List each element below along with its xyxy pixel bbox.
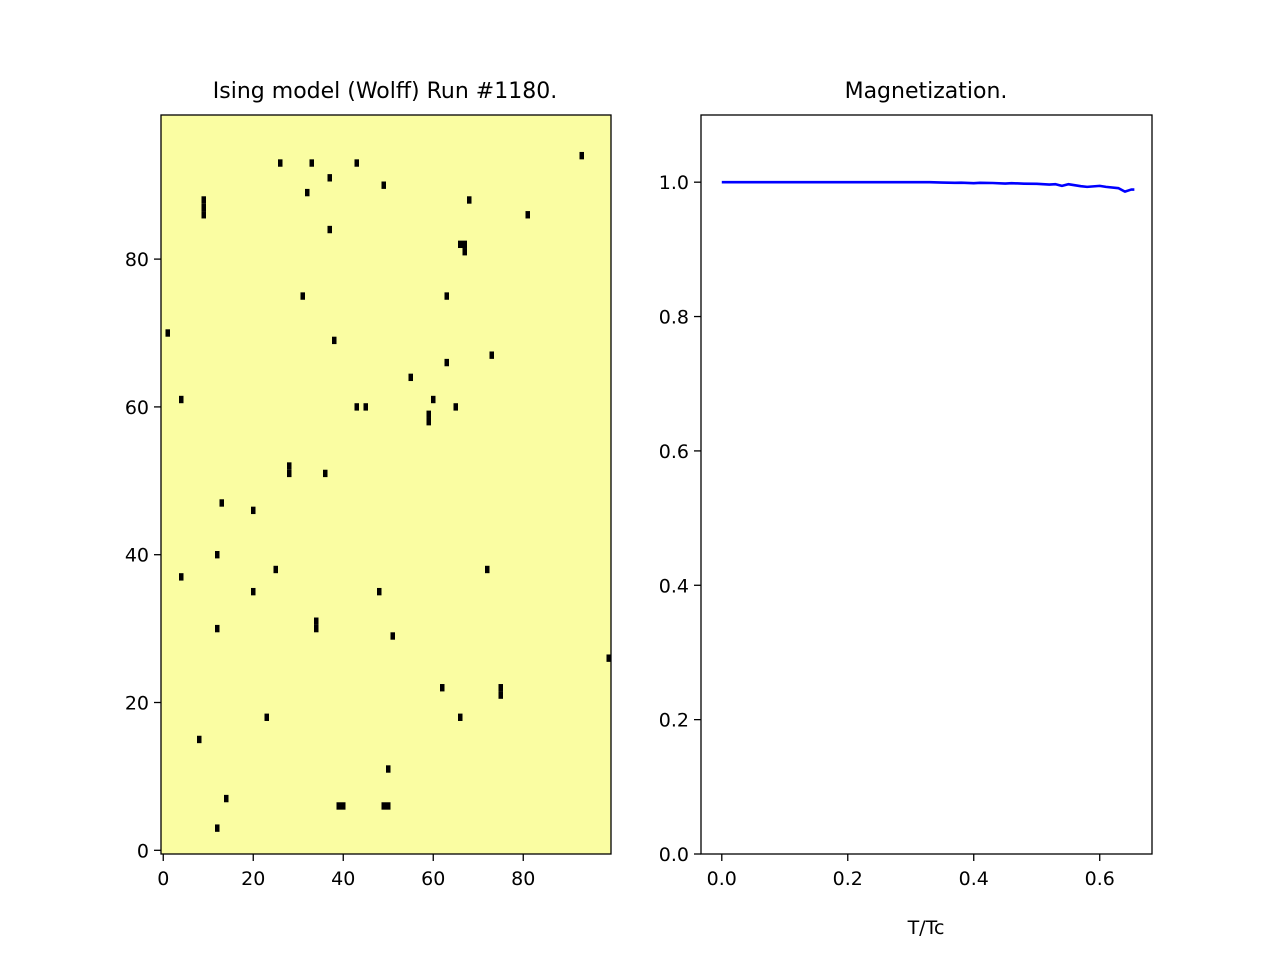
down-spin-cell [215,624,220,633]
down-spin-cell [498,684,503,692]
down-spin-cell [453,403,458,411]
y-tick-label: 40 [125,545,149,567]
lattice-y-ticks: 0 20 40 60 80 [125,249,161,862]
y-tick-label: 60 [125,397,149,419]
down-spin-cell [305,188,310,197]
down-spin-cell [314,617,319,625]
down-spin-cell [201,211,206,219]
y-tick-label: 1.0 [659,172,689,194]
down-spin-cell [219,499,224,507]
magnetization-title: Magnetization. [845,79,1008,104]
down-spin-cell [606,654,611,662]
down-spin-cell [179,573,184,581]
magnetization-panel: 0.0 0.2 0.4 0.6 0.0 0.2 0.4 0.6 0.8 1.0 Magnetiz… [659,79,1153,939]
x-tick-label: 60 [421,868,445,890]
y-tick-label: 0.8 [659,307,689,329]
down-spin-cell [327,174,332,182]
down-spin-cell [323,469,328,478]
down-spin-cell [440,684,445,692]
magnetization-line [721,180,1135,193]
down-spin-cell [278,159,283,167]
x-tick-label: 80 [511,868,535,890]
down-spin-cell [179,395,184,404]
down-spin-cell [336,802,341,810]
down-spin-cell [462,248,467,256]
x-tick-label: 40 [331,868,355,890]
lattice-frame [160,114,612,855]
down-spin-cell [309,159,314,167]
down-spin-cell [363,403,368,411]
down-spin-cell [426,417,431,426]
down-spin-cell [498,691,503,699]
down-spin-cell [579,151,584,160]
down-spin-cell [489,351,494,359]
down-spin-cell [408,373,413,382]
down-spin-cell [287,462,292,470]
down-spin-cell [165,329,170,337]
y-tick-label: 20 [125,693,149,715]
y-tick-label: 80 [125,249,149,271]
down-spin-cell [386,802,391,810]
down-spin-cell [201,196,206,204]
lattice-x-ticks: 0 20 40 60 80 [157,854,535,890]
x-tick-label: 0.0 [707,868,737,890]
plot-y-ticks: 0.0 0.2 0.4 0.6 0.8 1.0 [659,172,701,866]
x-tick-label: 0.4 [959,868,989,890]
plot-background [701,115,1152,854]
down-spin-cell [215,551,220,559]
down-spin-cell [327,225,332,234]
down-spin-cell [354,403,359,411]
down-spin-cell [444,358,449,367]
down-spin-cell [431,395,436,404]
down-spin-cell [341,802,346,810]
down-spin-cell [458,240,463,249]
down-spin-cell [458,713,463,721]
lattice-title: Ising model (Wolff) Run #1180. [213,79,557,104]
down-spin-cell [386,765,391,773]
down-spin-cell [381,181,386,189]
lattice-cells [165,151,611,832]
down-spin-cell [381,802,386,810]
x-tick-label: 0 [157,868,169,890]
down-spin-cell [485,565,490,574]
lattice-background [161,115,611,854]
x-tick-label: 0.2 [833,868,863,890]
down-spin-cell [332,336,337,345]
down-spin-cell [525,211,530,219]
down-spin-cell [201,203,206,212]
down-spin-cell [300,292,305,300]
down-spin-cell [215,824,220,832]
down-spin-cell [251,587,256,596]
down-spin-cell [426,410,431,418]
down-spin-cell [390,632,395,640]
down-spin-cell [377,587,382,596]
plot-frame [700,114,1153,855]
x-tick-label: 20 [241,868,265,890]
down-spin-cell [462,240,467,249]
y-tick-label: 0 [137,840,149,862]
down-spin-cell [264,713,269,721]
down-spin-cell [444,292,449,300]
down-spin-cell [354,159,359,167]
y-tick-label: 0.2 [659,710,689,732]
down-spin-cell [251,506,256,515]
down-spin-cell [287,469,292,478]
x-tick-label: 0.6 [1085,868,1115,890]
down-spin-cell [224,794,229,803]
down-spin-cell [467,196,472,204]
down-spin-cell [314,624,319,633]
x-axis-label: T/Tc [907,917,945,939]
plot-x-ticks: 0.0 0.2 0.4 0.6 [707,854,1115,890]
down-spin-cell [273,565,278,574]
spin-lattice-panel: 0 20 40 60 80 0 20 40 60 80 Ising model (Wolff) … [125,79,612,890]
down-spin-cell [197,735,202,744]
y-tick-label: 0.6 [659,441,689,463]
y-tick-label: 0.4 [659,575,689,597]
y-tick-label: 0.0 [659,844,689,866]
